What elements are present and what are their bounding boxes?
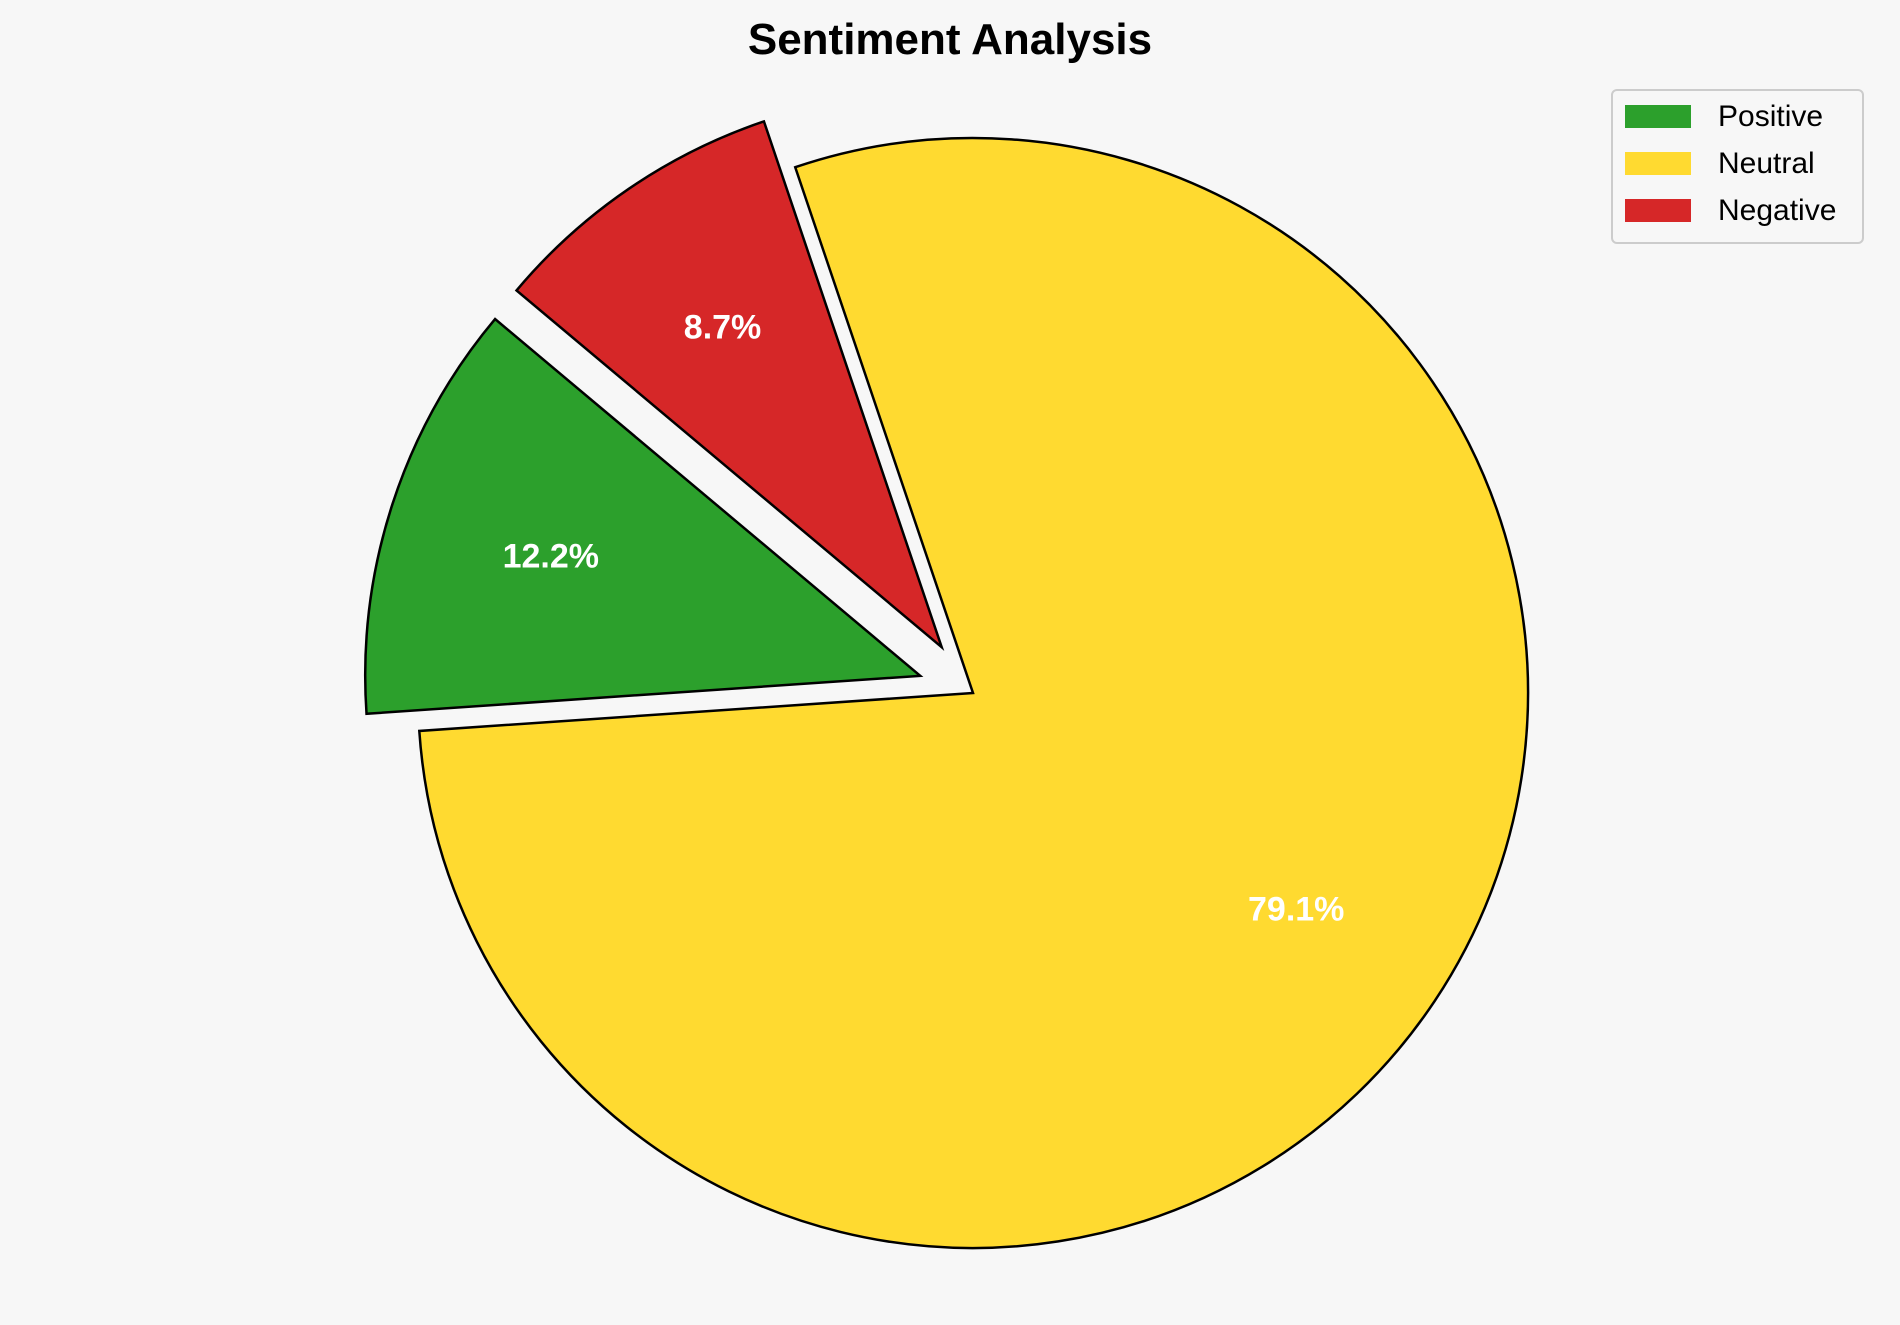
pct-label-positive: 12.2% xyxy=(503,538,599,576)
pct-label-negative: 8.7% xyxy=(684,308,762,346)
legend-label-negative: Negative xyxy=(1718,194,1836,227)
pie-labels: 12.2% 79.1% 8.7% xyxy=(503,308,1345,928)
pct-label-neutral: 79.1% xyxy=(1248,891,1344,929)
legend-label-neutral: Neutral xyxy=(1718,147,1815,180)
pie-slice-negative xyxy=(514,119,945,651)
pie-slice-neutral xyxy=(417,136,1530,1250)
pie-slices xyxy=(363,119,1530,1250)
legend-label-positive: Positive xyxy=(1718,100,1823,133)
legend-swatch-neutral xyxy=(1625,152,1691,175)
legend-swatch-negative xyxy=(1625,199,1691,222)
chart-title: Sentiment Analysis xyxy=(748,15,1152,64)
legend: Positive Neutral Negative xyxy=(1611,89,1864,244)
pie-slice-positive xyxy=(363,317,924,716)
legend-swatch-positive xyxy=(1625,105,1691,128)
